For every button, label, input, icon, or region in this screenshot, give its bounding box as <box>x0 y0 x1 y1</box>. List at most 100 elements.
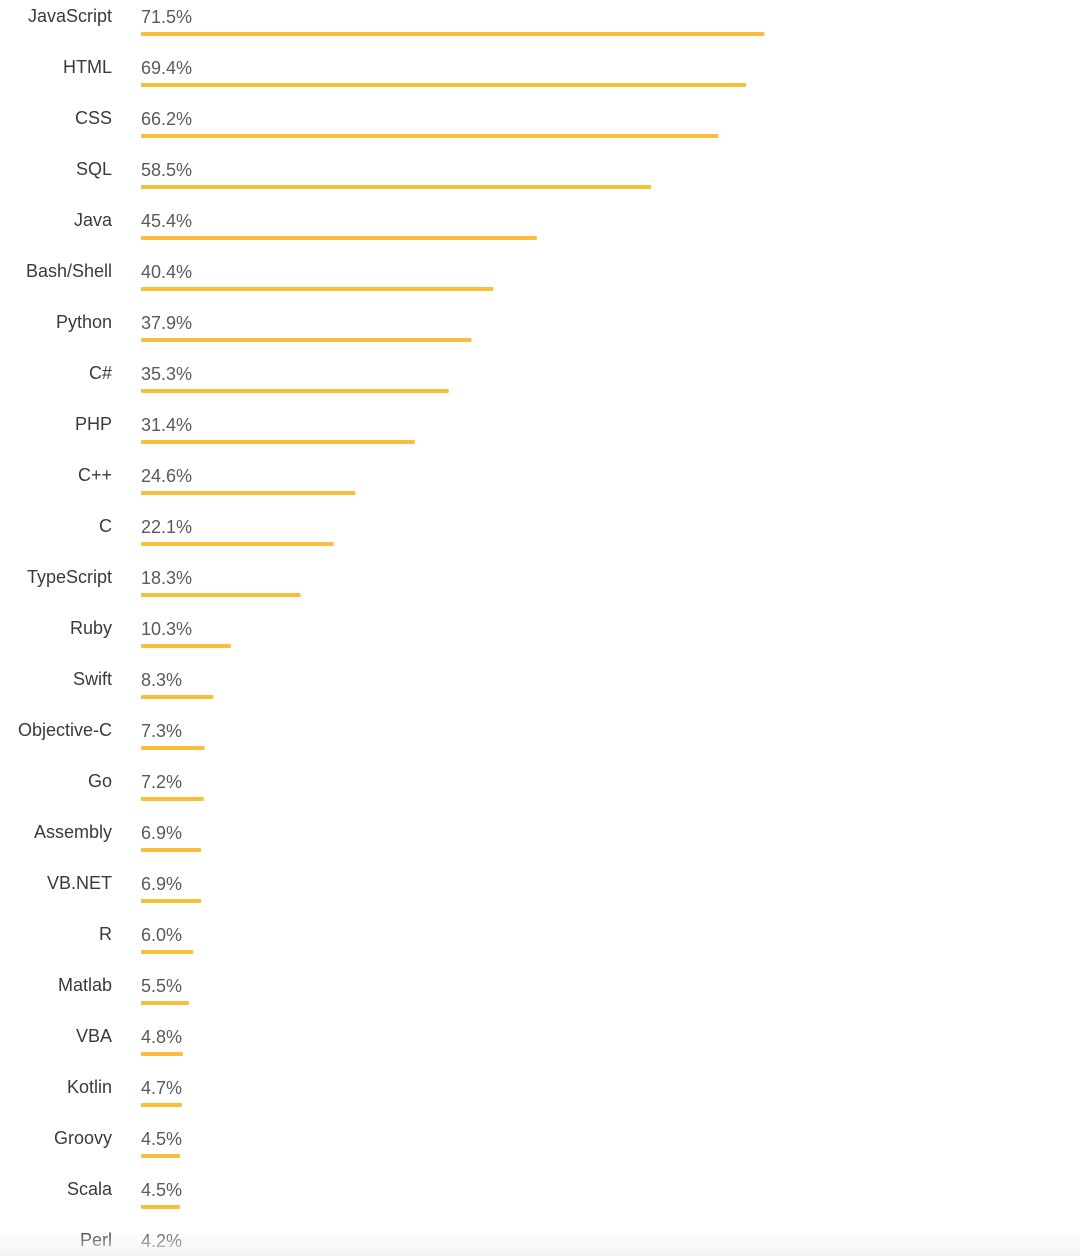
bar-row-c: C 22.1% <box>99 516 334 546</box>
bar-css <box>141 134 719 138</box>
category-label-python: Python <box>56 312 112 332</box>
value-label-javascript: 71.5% <box>141 7 192 27</box>
value-label-go: 7.2% <box>141 772 182 792</box>
category-label-c: C <box>99 516 112 536</box>
value-label-typescript: 18.3% <box>141 568 192 588</box>
category-label-bash-shell: Bash/Shell <box>26 261 112 281</box>
value-label-css: 66.2% <box>141 109 192 129</box>
category-label-kotlin: Kotlin <box>67 1077 112 1097</box>
value-label-html: 69.4% <box>141 58 192 78</box>
bar-bash-shell <box>141 287 494 291</box>
bar-vb-net <box>141 899 202 903</box>
bar-row-r: R 6.0% <box>99 924 194 954</box>
category-label-matlab: Matlab <box>58 975 112 995</box>
category-label-r: R <box>99 924 112 944</box>
value-label-groovy: 4.5% <box>141 1129 182 1149</box>
category-label-typescript: TypeScript <box>27 567 112 587</box>
bar-c <box>141 542 334 546</box>
bar-matlab <box>141 1001 189 1005</box>
bar-row-perl: Perl 4.2% <box>80 1230 182 1251</box>
value-label-r: 6.0% <box>141 925 182 945</box>
category-label-vb-net: VB.NET <box>47 873 112 893</box>
bar-vba <box>141 1052 183 1056</box>
value-label-c: 22.1% <box>141 517 192 537</box>
bar-row-assembly: Assembly 6.9% <box>34 822 202 852</box>
bar-row-vba: VBA 4.8% <box>76 1026 183 1056</box>
category-label-assembly: Assembly <box>34 822 112 842</box>
bar-row-objective-c: Objective-C 7.3% <box>18 720 205 750</box>
bar-c <box>141 389 449 393</box>
value-label-scala: 4.5% <box>141 1180 182 1200</box>
bar-row-vb-net: VB.NET 6.9% <box>47 873 202 903</box>
category-label-c: C# <box>89 363 112 383</box>
bar-row-kotlin: Kotlin 4.7% <box>67 1077 182 1107</box>
category-label-sql: SQL <box>76 159 112 179</box>
bar-row-scala: Scala 4.5% <box>67 1179 182 1209</box>
category-label-objective-c: Objective-C <box>18 720 112 740</box>
bar-java <box>141 236 537 240</box>
bar-row-python: Python 37.9% <box>56 312 472 342</box>
value-label-python: 37.9% <box>141 313 192 333</box>
bar-row-ruby: Ruby 10.3% <box>70 618 231 648</box>
value-label-objective-c: 7.3% <box>141 721 182 741</box>
bar-row-groovy: Groovy 4.5% <box>54 1128 182 1158</box>
bar-row-typescript: TypeScript 18.3% <box>27 567 301 597</box>
bar-ruby <box>141 644 231 648</box>
bar-javascript <box>141 32 765 36</box>
bar-typescript <box>141 593 301 597</box>
value-label-vb-net: 6.9% <box>141 874 182 894</box>
category-label-c: C++ <box>78 465 112 485</box>
category-label-swift: Swift <box>73 669 112 689</box>
value-label-bash-shell: 40.4% <box>141 262 192 282</box>
category-label-groovy: Groovy <box>54 1128 112 1148</box>
bar-c <box>141 491 356 495</box>
bar-row-go: Go 7.2% <box>88 771 204 801</box>
value-label-kotlin: 4.7% <box>141 1078 182 1098</box>
category-label-css: CSS <box>75 108 112 128</box>
value-label-c: 35.3% <box>141 364 192 384</box>
value-label-c: 24.6% <box>141 466 192 486</box>
bar-row-c: C++ 24.6% <box>78 465 356 495</box>
bar-groovy <box>141 1154 181 1158</box>
bar-row-swift: Swift 8.3% <box>73 669 214 699</box>
bar-go <box>141 797 204 801</box>
bar-python <box>141 338 472 342</box>
bar-row-bash-shell: Bash/Shell 40.4% <box>26 261 494 291</box>
category-label-scala: Scala <box>67 1179 113 1199</box>
category-label-perl: Perl <box>80 1230 112 1250</box>
bar-sql <box>141 185 652 189</box>
bar-row-css: CSS 66.2% <box>75 108 719 138</box>
category-label-html: HTML <box>63 57 112 77</box>
value-label-java: 45.4% <box>141 211 192 231</box>
category-label-go: Go <box>88 771 112 791</box>
value-label-sql: 58.5% <box>141 160 192 180</box>
category-label-vba: VBA <box>76 1026 112 1046</box>
bar-assembly <box>141 848 202 852</box>
bar-row-html: HTML 69.4% <box>63 57 747 87</box>
value-label-vba: 4.8% <box>141 1027 182 1047</box>
bar-row-javascript: JavaScript 71.5% <box>28 6 765 36</box>
bar-kotlin <box>141 1103 182 1107</box>
value-label-assembly: 6.9% <box>141 823 182 843</box>
value-label-ruby: 10.3% <box>141 619 192 639</box>
category-label-ruby: Ruby <box>70 618 112 638</box>
bar-row-c: C# 35.3% <box>89 363 449 393</box>
category-label-php: PHP <box>75 414 112 434</box>
bar-row-sql: SQL 58.5% <box>76 159 652 189</box>
bar-php <box>141 440 415 444</box>
bar-html <box>141 83 747 87</box>
bar-objective-c <box>141 746 205 750</box>
bar-row-matlab: Matlab 5.5% <box>58 975 189 1005</box>
bar-scala <box>141 1205 181 1209</box>
value-label-matlab: 5.5% <box>141 976 182 996</box>
bar-swift <box>141 695 214 699</box>
category-label-java: Java <box>74 210 113 230</box>
bar-row-php: PHP 31.4% <box>75 414 415 444</box>
bar-r <box>141 950 194 954</box>
bar-row-java: Java 45.4% <box>74 210 537 240</box>
value-label-perl: 4.2% <box>141 1231 182 1251</box>
value-label-php: 31.4% <box>141 415 192 435</box>
value-label-swift: 8.3% <box>141 670 182 690</box>
category-label-javascript: JavaScript <box>28 6 112 26</box>
